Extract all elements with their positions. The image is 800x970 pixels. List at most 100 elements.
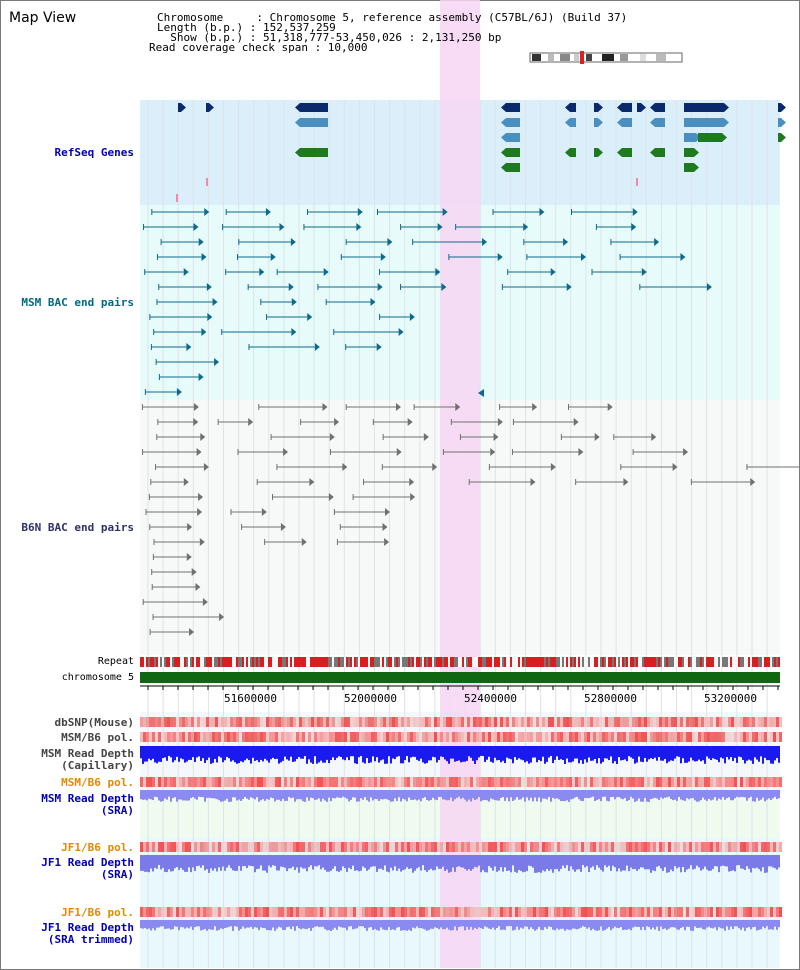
polymorphism-cell: [656, 732, 659, 742]
polymorphism-cell: [152, 732, 155, 742]
polymorphism-cell: [746, 732, 749, 742]
repeat-segment: [184, 657, 186, 667]
depth-bar: [436, 920, 438, 928]
polymorphism-cell: [497, 732, 500, 742]
depth-bar: [774, 790, 776, 797]
polymorphism-cell: [251, 717, 254, 727]
depth-bar: [550, 790, 552, 802]
b6n-bac-pair-end: [342, 463, 348, 471]
polymorphism-cell: [545, 842, 548, 852]
msm-bac-pair-end: [356, 223, 362, 231]
polymorphism-cell: [299, 732, 302, 742]
depth-bar: [546, 920, 548, 929]
polymorphism-cell: [407, 907, 410, 917]
polymorphism-cell: [716, 777, 719, 787]
polymorphism-cell: [458, 842, 461, 852]
refseq-genes-label[interactable]: RefSeq Genes: [54, 146, 134, 159]
msm-bac-pair-end: [204, 208, 210, 216]
depth-bar: [528, 920, 530, 930]
depth-bar: [302, 746, 304, 759]
refseq-gene: [698, 133, 722, 142]
depth-bar: [560, 920, 562, 929]
refseq-gene-arrow: [694, 148, 699, 157]
polymorphism-cell: [497, 842, 500, 852]
depth-bar: [590, 855, 592, 868]
depth-bar: [412, 855, 414, 873]
depth-bar: [528, 855, 530, 866]
polymorphism-cell: [557, 842, 560, 852]
depth-bar: [562, 790, 564, 802]
depth-bar: [350, 790, 352, 800]
msm-b6-pol-label-1[interactable]: MSM/B6 pol.: [61, 731, 134, 744]
dbsnp-label[interactable]: dbSNP(Mouse): [54, 716, 134, 729]
depth-bar: [590, 746, 592, 761]
msm-read-depth-sra-label[interactable]: MSM Read Depth: [41, 792, 134, 805]
polymorphism-cell: [371, 717, 374, 727]
depth-bar: [656, 920, 658, 927]
repeat-segment: [752, 657, 754, 667]
polymorphism-cell: [260, 907, 263, 917]
depth-bar: [616, 920, 618, 928]
polymorphism-cell: [620, 907, 623, 917]
polymorphism-cell: [191, 732, 194, 742]
depth-bar: [278, 790, 280, 800]
b6n-bac-end-pairs-label[interactable]: B6N BAC end pairs: [21, 521, 134, 534]
polymorphism-cell: [347, 907, 350, 917]
polymorphism-cell: [479, 907, 482, 917]
depth-bar: [418, 855, 420, 868]
polymorphism-cell: [359, 907, 362, 917]
depth-bar: [604, 855, 606, 866]
depth-bar: [720, 790, 722, 800]
polymorphism-cell: [365, 777, 368, 787]
repeat-segment: [566, 657, 568, 667]
msm-read-depth-capillary-label[interactable]: MSM Read Depth: [41, 747, 134, 760]
jf1-read-depth-sra-label[interactable]: JF1 Read Depth: [41, 856, 134, 869]
depth-bar: [442, 920, 444, 930]
depth-bar: [602, 920, 604, 931]
repeat-segment: [268, 657, 270, 667]
depth-bar: [492, 920, 494, 928]
jf1-b6-pol-label-1[interactable]: JF1/B6 pol.: [61, 841, 134, 854]
msm-bac-end-pairs-label[interactable]: MSM BAC end pairs: [21, 296, 134, 309]
depth-bar: [236, 855, 238, 871]
repeat-segment: [350, 657, 352, 667]
depth-bar: [322, 920, 324, 927]
depth-bar: [324, 920, 326, 930]
polymorphism-cell: [170, 842, 173, 852]
depth-bar: [352, 790, 354, 798]
polymorphism-cell: [428, 732, 431, 742]
depth-bar: [668, 746, 670, 762]
depth-bar: [710, 855, 712, 871]
polymorphism-cell: [572, 842, 575, 852]
jf1-read-depth-trimmed-label[interactable]: JF1 Read Depth: [41, 921, 134, 934]
polymorphism-cell: [395, 907, 398, 917]
depth-bar: [728, 855, 730, 872]
depth-bar: [182, 746, 184, 760]
polymorphism-cell: [230, 842, 233, 852]
depth-bar: [736, 746, 738, 763]
depth-bar: [548, 855, 550, 871]
depth-bar: [464, 746, 466, 762]
repeat-segment: [408, 657, 410, 667]
polymorphism-cell: [680, 732, 683, 742]
msm-b6-pol-label-2[interactable]: MSM/B6 pol.: [61, 776, 134, 789]
depth-bar: [304, 790, 306, 802]
depth-bar: [488, 920, 490, 929]
polymorphism-cell: [251, 732, 254, 742]
repeat-segment: [238, 657, 240, 667]
depth-bar: [192, 790, 194, 798]
polymorphism-cell: [266, 717, 269, 727]
repeat-segment: [534, 657, 536, 667]
depth-bar: [478, 746, 480, 758]
jf1-b6-pol-label-2[interactable]: JF1/B6 pol.: [61, 906, 134, 919]
depth-bar: [516, 855, 518, 873]
depth-bar: [426, 855, 428, 873]
polymorphism-cell: [236, 907, 239, 917]
polymorphism-cell: [359, 717, 362, 727]
repeat-segment: [444, 657, 446, 667]
depth-bar: [228, 855, 230, 866]
repeat-segment: [774, 657, 776, 667]
depth-bar: [234, 790, 236, 798]
polymorphism-cell: [707, 907, 710, 917]
polymorphism-cell: [665, 907, 668, 917]
